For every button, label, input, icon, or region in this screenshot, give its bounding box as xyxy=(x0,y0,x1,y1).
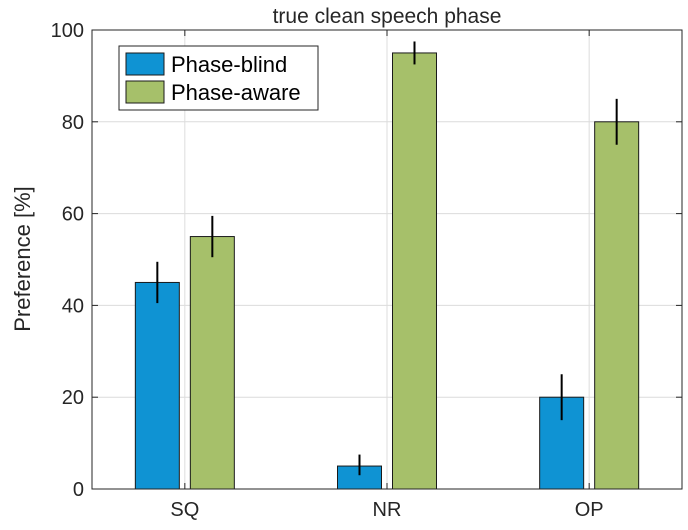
y-axis-label: Preference [%] xyxy=(10,186,35,332)
bar xyxy=(134,281,180,490)
bars xyxy=(134,52,640,490)
x-tick-label: NR xyxy=(373,499,402,521)
legend-label: Phase-blind xyxy=(171,52,287,77)
y-tick-label: 60 xyxy=(62,204,84,226)
legend-label: Phase-aware xyxy=(171,80,301,105)
y-tick-label: 0 xyxy=(73,479,84,501)
legend-swatch xyxy=(125,80,165,104)
error-bars xyxy=(156,41,618,476)
y-tick-label: 80 xyxy=(62,112,84,134)
bar xyxy=(189,236,235,490)
x-tick-label: OP xyxy=(575,499,604,521)
y-tick-label: 20 xyxy=(62,387,84,409)
axis-ticks: 0 20 40 60 80 100 SQ NR OP xyxy=(51,20,682,521)
chart-title: true clean speech phase xyxy=(273,5,502,28)
bar xyxy=(392,52,437,490)
y-tick-label: 100 xyxy=(51,20,84,42)
x-tick-label: SQ xyxy=(170,499,199,521)
bar xyxy=(594,121,640,490)
y-tick-label: 40 xyxy=(62,295,84,317)
legend: Phase-blind Phase-aware xyxy=(118,45,319,111)
legend-swatch xyxy=(125,52,165,76)
